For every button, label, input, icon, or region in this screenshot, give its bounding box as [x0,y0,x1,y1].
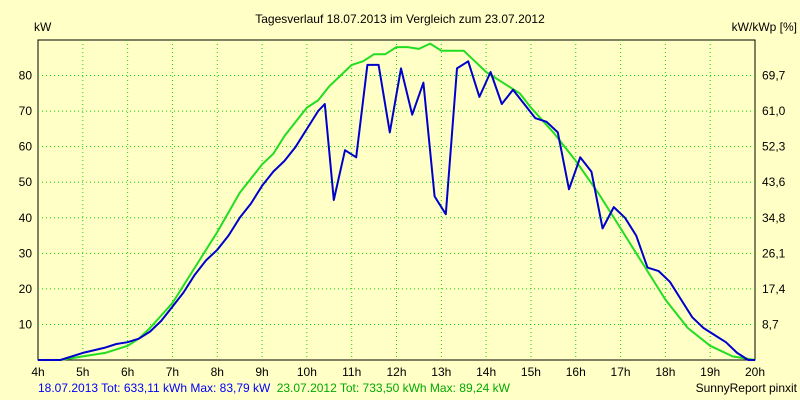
y-left-tick-label: 60 [19,140,33,154]
y-left-tick-label: 20 [19,282,33,296]
x-tick-label: 18h [655,365,675,379]
x-tick-label: 12h [386,365,406,379]
y-right-tick-label: 52,3 [762,140,786,154]
y-right-tick-labels: 8,7 17,4 26,1 34,8 43,6 52,3 61,0 69,7 [762,69,786,332]
y-right-tick-label: 43,6 [762,175,786,189]
y-right-tick-label: 26,1 [762,246,786,260]
y-left-tick-label: 40 [19,211,33,225]
y-left-axis-label: kW [34,20,52,34]
series-layer [38,42,756,361]
x-tick-label: 17h [611,365,631,379]
x-tick-label: 19h [700,365,720,379]
footer-series-green: 23.07.2012 Tot: 733,50 kWh Max: 89,24 kW [277,381,511,395]
y-right-tick-label: 17,4 [762,282,786,296]
grid [38,40,755,360]
y-left-tick-label: 80 [19,69,33,83]
x-tick-label: 16h [566,365,586,379]
y-left-tick-label: 10 [19,317,33,331]
y-right-tick-label: 61,0 [762,104,786,118]
x-tick-label: 8h [211,365,224,379]
y-right-tick-label: 69,7 [762,69,786,83]
footer-series-blue: 18.07.2013 Tot: 633,11 kWh Max: 83,79 kW [38,381,271,395]
series-line-green [38,42,756,361]
chart-title: Tagesverlauf 18.07.2013 im Vergleich zum… [255,12,545,26]
x-tick-label: 7h [166,365,179,379]
x-tick-label: 20h [745,365,765,379]
y-left-tick-label: 70 [19,104,33,118]
x-tick-label: 5h [76,365,89,379]
x-tick-label: 10h [297,365,317,379]
x-tick-label: 14h [476,365,496,379]
footer-summary: 18.07.2013 Tot: 633,11 kWh Max: 83,79 kW… [38,381,511,395]
y-right-axis-label: kW/kWp [%] [732,20,797,34]
y-left-tick-labels: 10 20 30 40 50 60 70 80 [19,69,33,332]
series-line-blue [38,60,755,361]
y-right-tick-label: 8,7 [762,317,779,331]
x-tick-label: 15h [521,365,541,379]
x-tick-label: 13h [431,365,451,379]
footer-credit: SunnyReport pinxit [696,381,798,395]
y-left-tick-label: 50 [19,175,33,189]
y-right-tick-label: 34,8 [762,211,786,225]
x-tick-label: 4h [31,365,44,379]
x-tick-label: 11h [342,365,361,379]
y-left-tick-label: 30 [19,246,33,260]
x-tick-label: 6h [121,365,134,379]
x-tick-labels: 4h 5h 6h 7h 8h 9h 10h 11h 12h 13h 14h 15h 16h 17h 18h 1… [31,365,765,379]
x-tick-label: 9h [255,365,268,379]
